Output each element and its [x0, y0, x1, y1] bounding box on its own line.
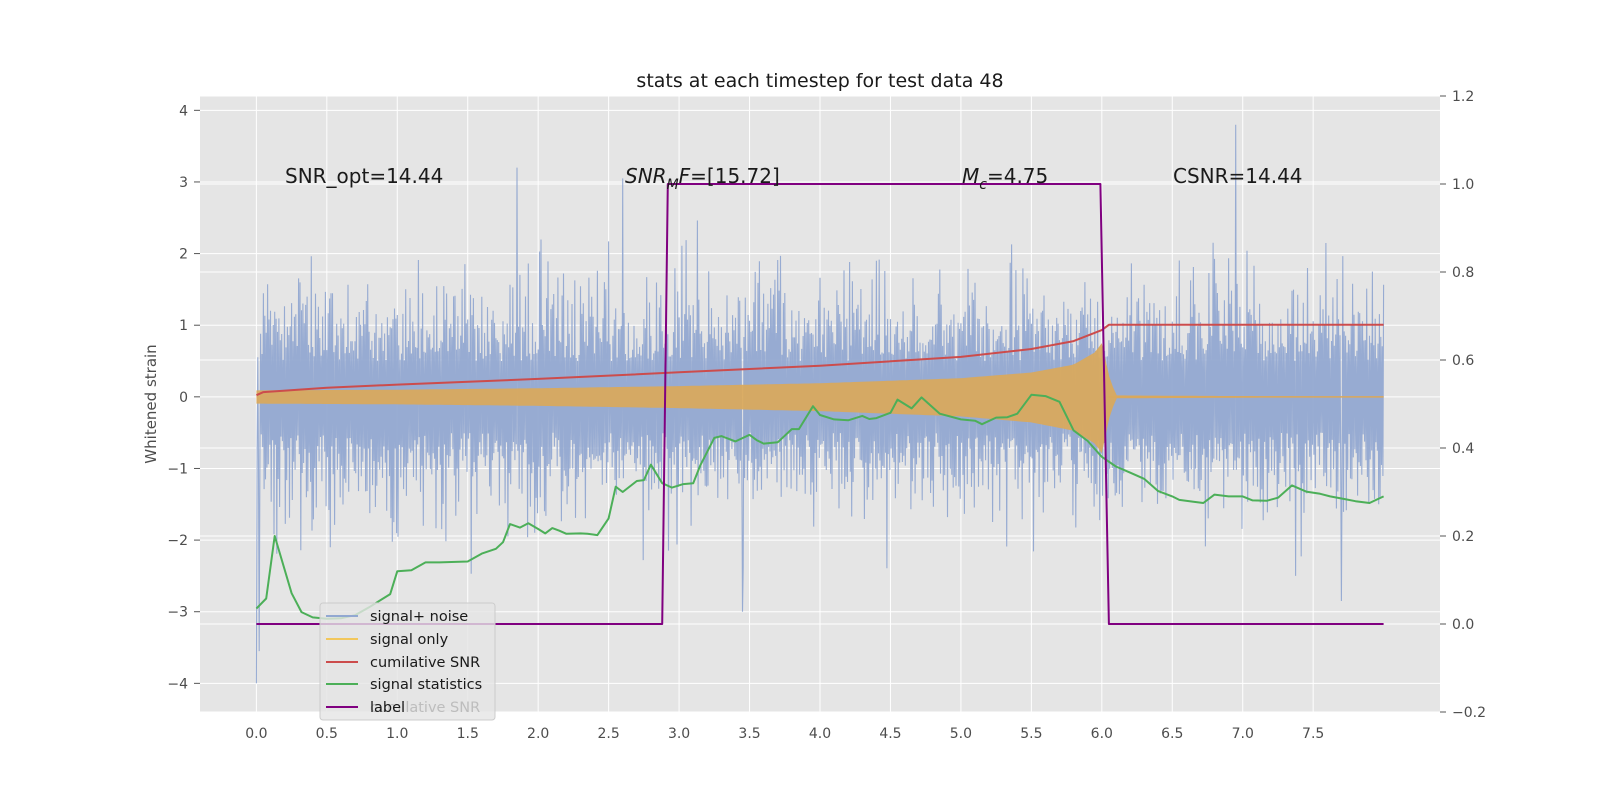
x-tick-label: 1.5 [457, 726, 479, 742]
y2-tick-label: 0.6 [1452, 353, 1474, 369]
annotation-chirp-mass: Mc=4.75 [962, 164, 1048, 193]
y2-tick-label: 0.2 [1452, 529, 1474, 545]
legend: cumilative SNR signal+ noise signal only… [319, 602, 496, 721]
y-tick-label: 0 [179, 390, 188, 406]
legend-label-label: label [370, 700, 405, 716]
x-tick-label: 6.0 [1091, 726, 1113, 742]
series-lines [255, 183, 1385, 625]
x-tick-label: 6.5 [1161, 726, 1183, 742]
x-tick-label: 3.5 [738, 726, 760, 742]
x-tick-label: 0.0 [245, 726, 267, 742]
y2-tick-label: 0.8 [1452, 265, 1474, 281]
y2-tick-label: 1.0 [1452, 177, 1474, 193]
x-tick-label: 7.5 [1302, 726, 1324, 742]
series-cumilative-snr-line [255, 323, 1384, 397]
x-tick-label: 5.0 [950, 726, 972, 742]
y-axis-label: Whitened strain [142, 344, 160, 463]
x-tick-label: 5.5 [1020, 726, 1042, 742]
signal-envelope [256, 343, 1384, 454]
x-tick-label: 4.0 [809, 726, 831, 742]
y-tick-label: 1 [179, 318, 188, 334]
legend-label-signal: signal only [370, 632, 449, 648]
y-tick-label: −1 [167, 461, 188, 477]
y2-tick-label: −0.2 [1452, 705, 1486, 721]
annotation-csnr: CSNR=14.44 [1173, 164, 1303, 188]
y-tick-label: 4 [179, 103, 188, 119]
x-tick-label: 7.0 [1232, 726, 1254, 742]
legend-label-stats: signal statistics [370, 677, 482, 693]
y-tick-label: 3 [179, 175, 188, 191]
series-label-line [256, 183, 1384, 625]
legend-ghost-text: cumilative SNR [370, 700, 480, 716]
legend-box [319, 602, 496, 721]
series-signal-only [256, 343, 1384, 454]
x-tick-label: 0.5 [316, 726, 338, 742]
y-tick-label: −2 [167, 533, 188, 549]
axes: 0.0 0.5 1.0 1.5 2.0 2.5 3.0 3.5 4.0 4.5 5.0 5.5 6.0 6… [167, 89, 1486, 742]
legend-label-csnr: cumilative SNR [370, 655, 480, 671]
x-tick-label: 2.5 [598, 726, 620, 742]
y2-tick-label: 0.4 [1452, 441, 1474, 457]
y2-tick-label: 1.2 [1452, 89, 1474, 105]
y-tick-label: −3 [167, 605, 188, 621]
annotation-snr-opt: SNR_opt=14.44 [285, 164, 443, 188]
chart-title: stats at each timestep for test data 48 [636, 70, 1003, 92]
annotation-snr-mf: SNRMF=[15.72] [625, 164, 780, 193]
y2-tick-label: 0.0 [1452, 617, 1474, 633]
x-tick-label: 3.0 [668, 726, 690, 742]
legend-label-noise: signal+ noise [370, 609, 468, 625]
y-tick-label: 2 [179, 247, 188, 263]
x-tick-label: 2.0 [527, 726, 549, 742]
x-tick-label: 1.0 [386, 726, 408, 742]
y-tick-label: −4 [167, 676, 188, 692]
series-signal-statistics-line [255, 393, 1385, 620]
x-tick-label: 4.5 [879, 726, 901, 742]
